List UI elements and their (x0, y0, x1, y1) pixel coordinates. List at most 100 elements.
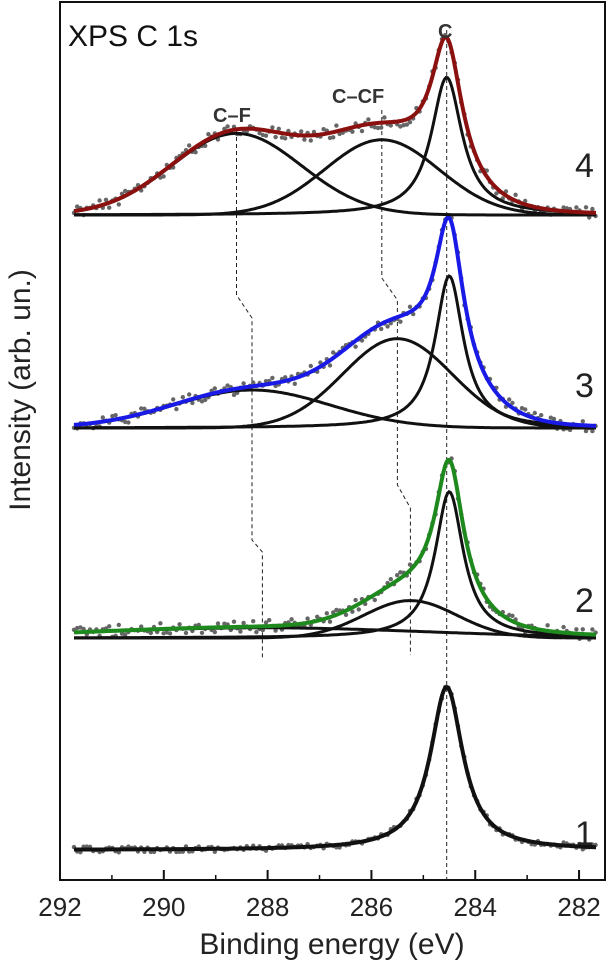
spectrum-4 (71, 33, 598, 220)
data-point (308, 138, 313, 143)
data-point (225, 124, 230, 129)
data-point (379, 125, 384, 130)
data-point (254, 629, 259, 635)
spectra-group (71, 33, 598, 855)
data-point (334, 123, 339, 128)
data-point (241, 381, 246, 386)
spectrum-3-component-2 (74, 337, 596, 430)
data-point (100, 415, 106, 420)
plot-frame (59, 1, 606, 881)
data-point (305, 616, 310, 621)
data-point (379, 326, 384, 332)
data-point (270, 375, 275, 381)
data-point (193, 150, 198, 155)
x-tick-label: 288 (246, 892, 289, 922)
data-point (190, 400, 195, 406)
data-point (327, 363, 333, 368)
y-axis-title: Intensity (arb. un.) (4, 269, 37, 511)
spectrum-1 (71, 684, 598, 855)
data-point (103, 197, 109, 202)
data-point (331, 350, 336, 355)
data-point (183, 630, 189, 636)
spectrum-2-envelope (73, 457, 597, 637)
data-point (167, 631, 173, 636)
data-point (327, 619, 333, 624)
chart-title: XPS C 1s (68, 20, 198, 53)
data-point (148, 630, 153, 636)
data-point (187, 392, 192, 397)
curve-label-2: 2 (575, 582, 594, 620)
data-point (263, 133, 269, 138)
data-point (107, 624, 112, 629)
spectrum-4-component-2 (74, 138, 596, 217)
data-point (116, 202, 122, 207)
data-point (407, 120, 413, 125)
data-point (257, 130, 262, 136)
data-point (331, 135, 336, 140)
data-point (299, 129, 304, 134)
data-point (382, 115, 387, 120)
data-point (583, 428, 589, 434)
data-point (510, 400, 515, 406)
data-point (315, 614, 320, 619)
spectrum-3 (71, 213, 598, 434)
spectrum-2 (71, 456, 598, 642)
data-point (561, 624, 566, 630)
x-axis: 292 290 288 286 284 282 (38, 870, 601, 922)
data-point (539, 413, 544, 418)
data-point (366, 117, 371, 122)
data-point (324, 611, 329, 616)
peak-label-c: C (438, 21, 452, 43)
data-point (580, 627, 585, 632)
data-point (174, 406, 179, 412)
x-tick-label: 282 (557, 892, 600, 922)
data-point (273, 628, 278, 633)
data-point (241, 620, 246, 626)
data-point (532, 410, 537, 416)
data-point (350, 609, 355, 614)
data-point (375, 125, 381, 131)
data-point (273, 134, 278, 140)
data-point (292, 381, 297, 386)
data-point (590, 428, 595, 434)
data-point (251, 380, 256, 385)
ccf-peak-reference-line (381, 110, 411, 655)
data-point (123, 632, 128, 637)
data-point (238, 629, 243, 634)
reference-lines (236, 30, 448, 880)
x-tick-label: 292 (38, 892, 81, 922)
peak-label-ccf: C–CF (332, 86, 384, 108)
x-tick-label: 284 (454, 892, 497, 922)
data-point (171, 397, 176, 402)
data-point (302, 137, 307, 142)
data-point (545, 623, 550, 628)
data-point (404, 122, 409, 127)
data-point (215, 621, 221, 626)
data-point (139, 406, 144, 411)
data-point (580, 419, 585, 424)
x-tick-label: 290 (142, 892, 185, 922)
data-point (350, 129, 355, 134)
data-point (353, 344, 358, 349)
data-point (231, 619, 237, 624)
data-point (507, 397, 512, 402)
data-point (263, 620, 269, 625)
data-point (398, 570, 403, 575)
peak-label-cf: C–F (213, 105, 251, 127)
x-tick-label: 286 (350, 892, 393, 922)
data-point (283, 136, 288, 141)
data-point (356, 607, 361, 612)
data-point (590, 627, 595, 632)
cf-peak-reference-line (236, 130, 263, 660)
data-point (199, 630, 205, 635)
data-point (523, 407, 528, 412)
data-point (180, 395, 185, 400)
data-point (126, 420, 131, 425)
data-point (107, 205, 112, 210)
data-point (231, 392, 237, 398)
data-point (388, 577, 393, 582)
data-point (407, 304, 413, 309)
data-point (270, 125, 275, 130)
data-point (574, 627, 579, 632)
